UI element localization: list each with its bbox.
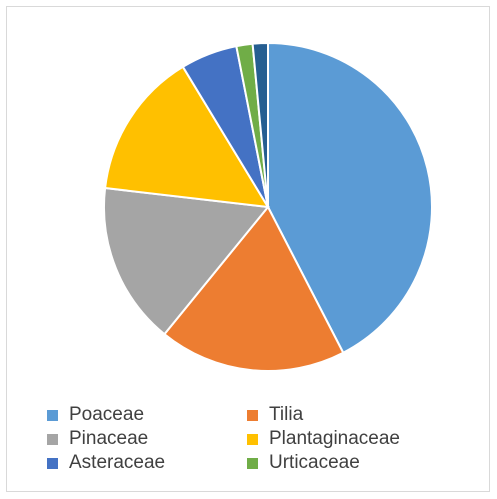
legend-label: Urticaceae xyxy=(269,452,360,473)
pie-slice-plantaginaceae xyxy=(103,65,270,209)
legend-swatch xyxy=(47,433,58,445)
pie-chart xyxy=(103,41,433,372)
chart-frame: Poaceae Tilia Pinaceae Plantaginaceae Astera… xyxy=(6,6,490,492)
legend-label: Plantaginaceae xyxy=(269,428,400,449)
legend-item-poaceae: Poaceae xyxy=(47,404,247,426)
legend-label: Tilia xyxy=(269,404,304,425)
legend-item-asteraceae: Asteraceae xyxy=(47,452,247,474)
legend-label: Asteraceae xyxy=(69,452,166,473)
pie-slice-tilia xyxy=(163,205,345,372)
legend: Poaceae Tilia Pinaceae Plantaginaceae Astera… xyxy=(47,404,487,474)
pie-slice-pinaceae xyxy=(103,186,270,336)
legend-item-tilia: Tilia xyxy=(247,404,447,426)
legend-swatch xyxy=(47,457,58,469)
legend-item-pinaceae: Pinaceae xyxy=(47,428,247,450)
pie-slice-other xyxy=(251,41,269,208)
legend-label: Pinaceae xyxy=(69,428,149,449)
pie-slice-poaceae xyxy=(267,41,433,355)
legend-item-urticaceae: Urticaceae xyxy=(247,452,447,474)
legend-swatch xyxy=(47,409,58,421)
legend-label: Poaceae xyxy=(69,404,145,425)
legend-swatch xyxy=(247,433,258,445)
legend-swatch xyxy=(247,457,258,469)
legend-swatch xyxy=(247,409,258,421)
legend-item-plantaginaceae: Plantaginaceae xyxy=(247,428,447,450)
